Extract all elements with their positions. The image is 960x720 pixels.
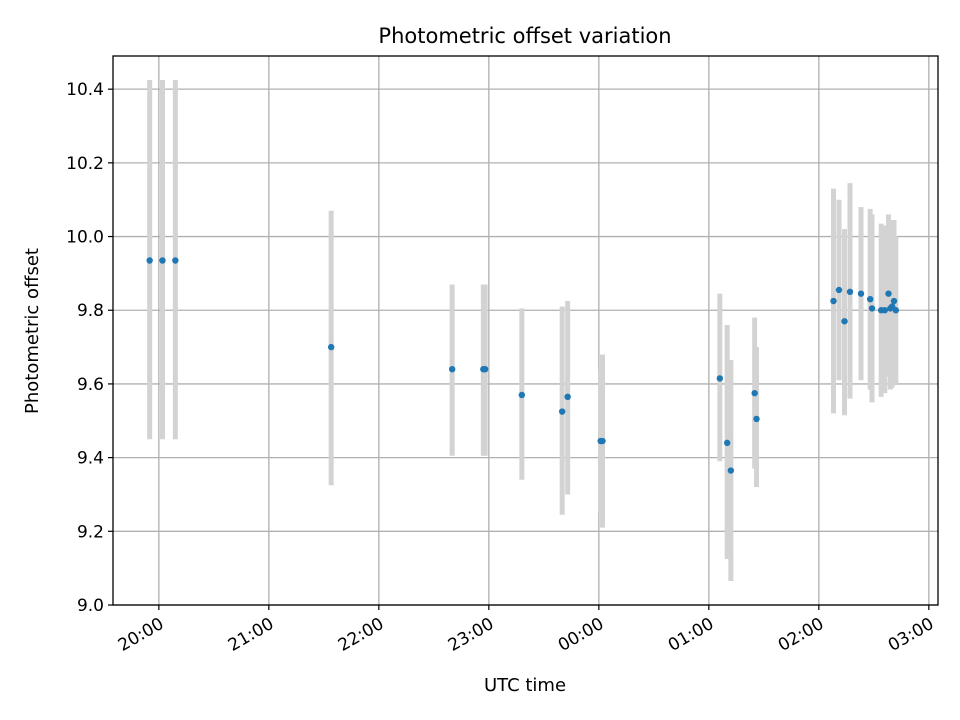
data-point	[518, 391, 526, 399]
data-point	[481, 365, 489, 373]
data-point	[564, 393, 571, 401]
data-point	[159, 257, 166, 264]
plot-frame	[112, 55, 939, 606]
y-axis: 9.0 9.2 9.4 9.6 9.8 10.0 10.2 10.4	[66, 80, 113, 616]
x-axis-label: UTC time	[484, 675, 566, 696]
data-point	[172, 257, 179, 264]
data-point	[558, 408, 566, 415]
y-tick-label: 10.0	[66, 228, 104, 248]
data-point	[841, 318, 848, 325]
data-point	[846, 288, 854, 296]
data-point	[892, 307, 900, 314]
data-point	[599, 437, 606, 445]
y-tick-label: 9.0	[77, 596, 104, 616]
data-point	[866, 295, 874, 303]
y-tick-label: 9.2	[77, 522, 104, 542]
data-point	[327, 343, 335, 351]
data-point	[868, 305, 876, 312]
y-tick-label: 9.4	[77, 449, 104, 469]
chart-title: Photometric offset variation	[378, 24, 671, 48]
data-point	[857, 290, 865, 297]
y-tick-label: 9.8	[77, 301, 104, 321]
data-point	[835, 286, 843, 294]
data-point	[716, 375, 724, 382]
data-point	[448, 365, 456, 373]
data-point	[146, 257, 153, 264]
data-point	[881, 307, 889, 314]
grid	[113, 56, 938, 606]
y-axis-label: Photometric offset	[22, 248, 43, 414]
data-point	[723, 439, 731, 447]
y-tick-label: 9.6	[77, 375, 104, 395]
data-point	[727, 467, 735, 474]
data-point	[830, 297, 837, 305]
data-point	[885, 290, 892, 297]
data-point	[751, 389, 758, 397]
y-tick-label: 10.2	[66, 154, 104, 174]
y-tick-label: 10.4	[66, 80, 104, 100]
data-point	[753, 415, 760, 423]
data-points	[146, 257, 900, 474]
data-point	[890, 297, 898, 305]
